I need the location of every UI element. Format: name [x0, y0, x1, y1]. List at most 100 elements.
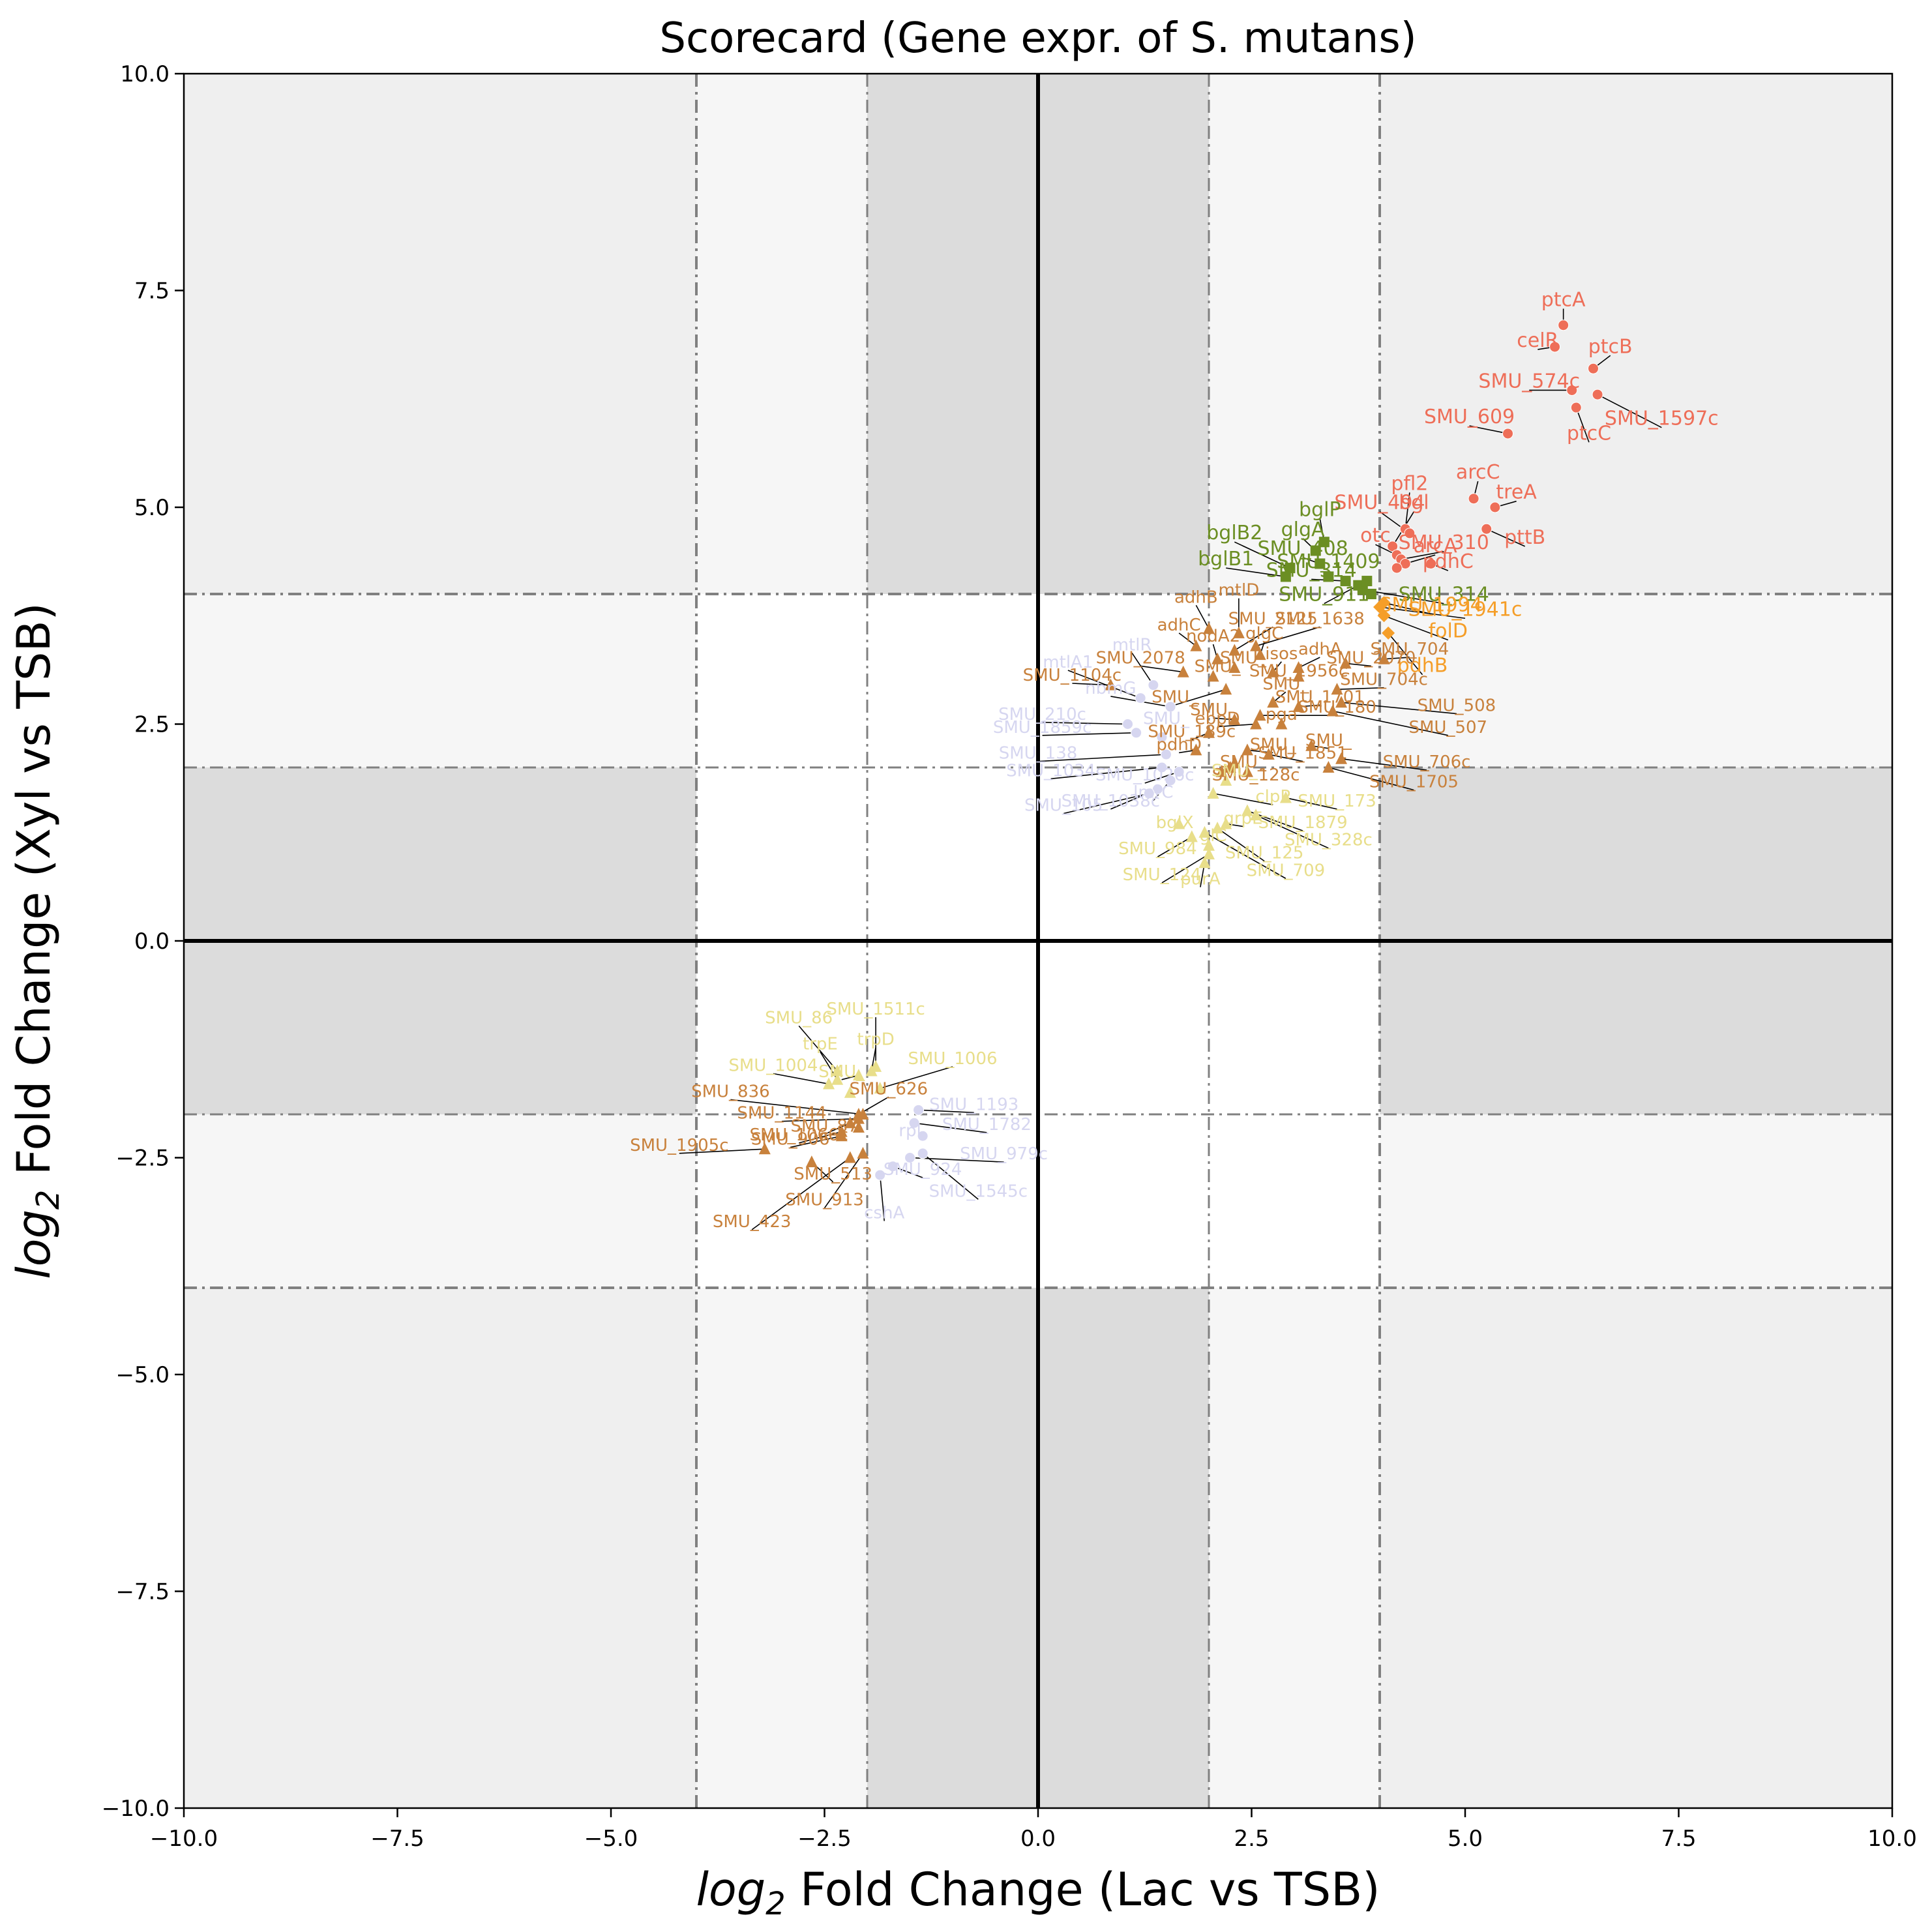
data-point — [1588, 363, 1599, 374]
data-point — [1105, 678, 1117, 691]
y-tick-label: −5.0 — [115, 1362, 170, 1388]
leader-line — [1255, 626, 1320, 647]
zone-region — [1209, 74, 1380, 594]
data-point — [1322, 761, 1335, 773]
point-label: SMU_1851 — [1258, 744, 1348, 764]
x-tick-label: −2.5 — [797, 1826, 852, 1852]
data-point — [1315, 558, 1326, 569]
point-label: SMU_1193 — [929, 1095, 1018, 1114]
data-point — [1558, 320, 1569, 331]
leader-line — [679, 1148, 765, 1154]
leader-line — [879, 1175, 885, 1221]
point-label: SMU_328c — [1285, 831, 1373, 850]
point-label: pdhB — [1397, 655, 1448, 677]
x-tick-label: −10.0 — [150, 1826, 218, 1852]
point-label: SMU_ — [1262, 674, 1309, 694]
leader-line — [1469, 425, 1508, 434]
data-point — [1220, 817, 1232, 829]
point-label: SMU_626 — [849, 1079, 928, 1099]
data-point — [852, 1120, 865, 1133]
data-point — [1228, 644, 1241, 656]
zone-region — [184, 594, 696, 767]
leader-line — [1486, 528, 1526, 547]
point-label: SMU_180 — [1298, 698, 1376, 717]
point-label: SMU_574c — [1478, 370, 1580, 393]
label-leader-lines — [679, 308, 1662, 1230]
point-label: SMU_ — [1190, 700, 1237, 720]
data-point — [1481, 523, 1493, 535]
point-label: SMU_706c — [1383, 752, 1471, 772]
data-point — [1190, 743, 1202, 756]
point-label: ptcB — [1588, 335, 1633, 358]
data-point — [1292, 670, 1305, 682]
data-point — [1377, 596, 1391, 610]
x-axis-label-text: Fold Change (Lac vs TSB) — [786, 1863, 1380, 1916]
leader-line — [1379, 606, 1466, 619]
point-label: SMU_1144 — [737, 1104, 826, 1123]
data-point — [1280, 571, 1291, 582]
y-tick-label: −7.5 — [115, 1579, 170, 1605]
data-point — [1203, 839, 1215, 851]
leader-line — [1285, 797, 1337, 810]
point-label: rpl — [899, 1121, 921, 1140]
point-label: arcA — [1414, 535, 1458, 557]
leader-line — [1575, 407, 1590, 443]
data-point — [1241, 743, 1253, 756]
leader-line — [914, 1122, 987, 1133]
point-label: arcC — [1456, 461, 1500, 484]
point-label: SMU_210c — [998, 705, 1086, 724]
leader-line — [1204, 832, 1286, 879]
point-label: trpE — [803, 1034, 838, 1054]
point-label: cshA — [864, 1204, 904, 1223]
point-label: SMU_979c — [960, 1144, 1048, 1164]
point-label: SMU_911 — [1279, 584, 1369, 606]
data-point — [865, 1064, 878, 1077]
point-label: mtlR — [1112, 635, 1152, 655]
zone-region — [1380, 594, 1892, 767]
point-label: pfl2 — [1391, 472, 1428, 495]
point-label: SMU_1409 — [1277, 550, 1380, 573]
data-point — [1404, 528, 1416, 539]
point-label: SMU_1905c — [630, 1136, 728, 1155]
data-point — [1250, 717, 1262, 730]
point-label: glC — [1200, 826, 1227, 846]
data-point — [1323, 571, 1334, 582]
data-point — [887, 1161, 899, 1172]
y-axis-label-text: Fold Change (Xyl vs TSB) — [7, 602, 61, 1189]
point-label: SMU_609 — [1424, 406, 1515, 428]
y-axis-ticks: −10.0 −7.5 −5.0 −2.5 0.0 2.5 5.0 7.5 10.0 — [102, 61, 184, 1822]
data-point — [1570, 402, 1582, 413]
point-label: mtlD — [1218, 581, 1259, 601]
point-label: SMU_ — [1250, 735, 1297, 754]
point-label: SMU_138 — [999, 744, 1078, 764]
data-point — [844, 1116, 856, 1129]
data-point — [917, 1148, 929, 1159]
leader-line — [1597, 394, 1662, 428]
data-point — [1331, 683, 1343, 695]
x-axis-label-subscript: 2 — [765, 1886, 786, 1922]
chart-title: Scorecard (Gene expr. of S. mutans) — [659, 14, 1416, 63]
y-tick-label: −2.5 — [115, 1146, 170, 1172]
point-label: SMU_314 — [1266, 559, 1357, 582]
point-label: bglP — [1299, 498, 1341, 521]
data-point — [1177, 665, 1189, 677]
point-label: SMU_508 — [1418, 696, 1496, 716]
leader-line — [1384, 602, 1431, 615]
point-label: SMU_1859c — [993, 718, 1092, 737]
leader-line — [1234, 541, 1290, 569]
leader-line — [798, 1131, 842, 1144]
point-label: SMU_1034 — [1006, 761, 1095, 780]
point-label: SMU_86 — [765, 1008, 833, 1028]
data-point — [1211, 822, 1224, 834]
data-point — [1318, 537, 1330, 548]
data-point — [1156, 731, 1168, 743]
point-label: SMU_984 — [1118, 839, 1197, 859]
data-point — [1279, 791, 1292, 803]
point-label: treA — [1496, 481, 1537, 504]
data-point — [1285, 563, 1296, 574]
data-point — [1382, 626, 1395, 640]
leader-line — [798, 1025, 838, 1072]
data-point — [1357, 584, 1368, 595]
point-label: SMU_ — [1152, 687, 1198, 707]
